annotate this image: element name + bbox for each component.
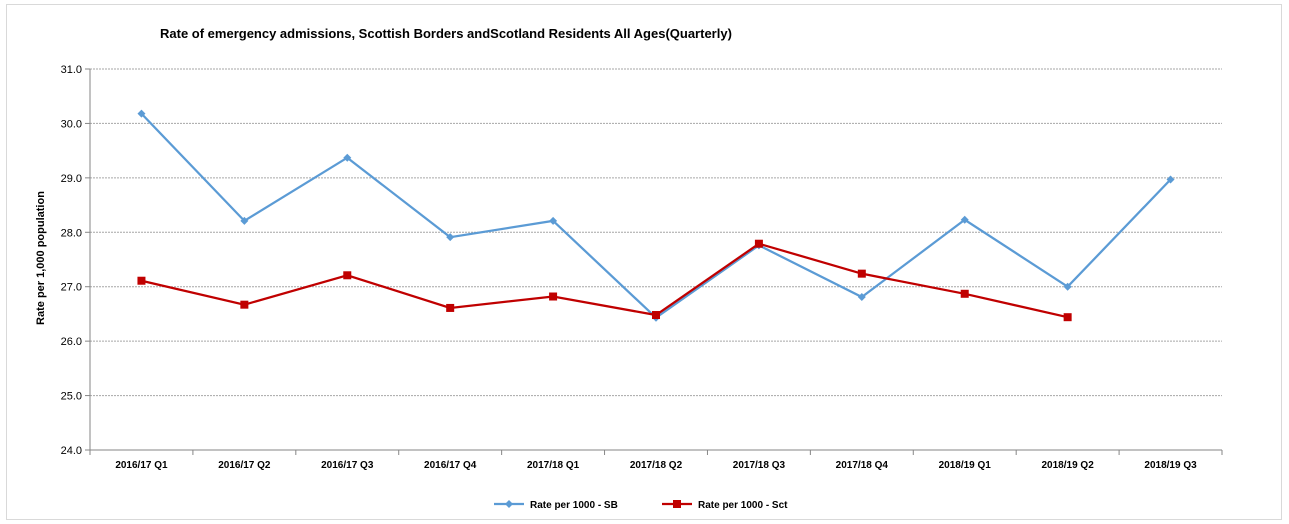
y-tick-label: 24.0 [61,445,82,457]
y-tick-label: 29.0 [61,173,82,185]
y-axis-label: Rate per 1,000 population [35,191,47,325]
data-point [754,239,763,248]
data-point [446,233,455,242]
data-point [549,292,558,301]
x-tick-label: 2017/18 Q1 [527,460,580,471]
x-tick-label: 2017/18 Q4 [836,460,889,471]
x-tick-label: 2016/17 Q4 [424,460,477,471]
data-point [549,216,558,225]
y-tick-label: 31.0 [61,64,82,76]
data-point [137,109,146,118]
x-tick-labels: 2016/17 Q1 2016/17 Q2 2016/17 Q3 2016/17 Q4… [115,460,1197,471]
legend-label: Rate per 1000 - SB [530,500,618,511]
y-tick-label: 27.0 [61,282,82,294]
chart-title: Rate of emergency admissions, Scottish B… [160,26,732,41]
x-tick-label: 2018/19 Q2 [1042,460,1095,471]
data-point [960,215,969,224]
data-point [1063,313,1072,322]
data-point [137,276,146,285]
legend: Rate per 1000 - SB Rate per 1000 - Sct [494,500,788,511]
y-tick-label: 28.0 [61,227,82,239]
x-tick-label: 2017/18 Q2 [630,460,683,471]
data-point [446,303,455,312]
data-point [240,300,249,309]
x-tick-label: 2016/17 Q2 [218,460,271,471]
y-tick-label: 26.0 [61,336,82,348]
x-tick-label: 2018/19 Q3 [1144,460,1197,471]
data-point [343,271,352,280]
legend-marker [505,500,513,508]
y-tick-label: 30.0 [61,118,82,130]
series-group [137,109,1175,322]
y-tick-label: 25.0 [61,391,82,403]
legend-label: Rate per 1000 - Sct [698,500,788,511]
chart-frame [6,4,1282,520]
series-line-2 [141,242,1068,319]
data-point [652,311,660,320]
x-tick-label: 2016/17 Q1 [115,460,168,471]
data-point [1166,175,1175,184]
data-point [857,293,866,302]
data-point [960,289,969,298]
x-tick-label: 2016/17 Q3 [321,460,374,471]
data-point [240,216,249,225]
data-point [857,269,866,278]
data-point [1063,282,1072,291]
legend-marker [673,500,681,508]
y-tick-labels: 24.0 25.0 26.0 27.0 28.0 29.0 30.0 31.0 [61,64,82,457]
data-point [343,153,352,162]
x-tick-label: 2018/19 Q1 [939,460,992,471]
gridlines [85,68,1223,455]
x-tick-label: 2017/18 Q3 [733,460,786,471]
